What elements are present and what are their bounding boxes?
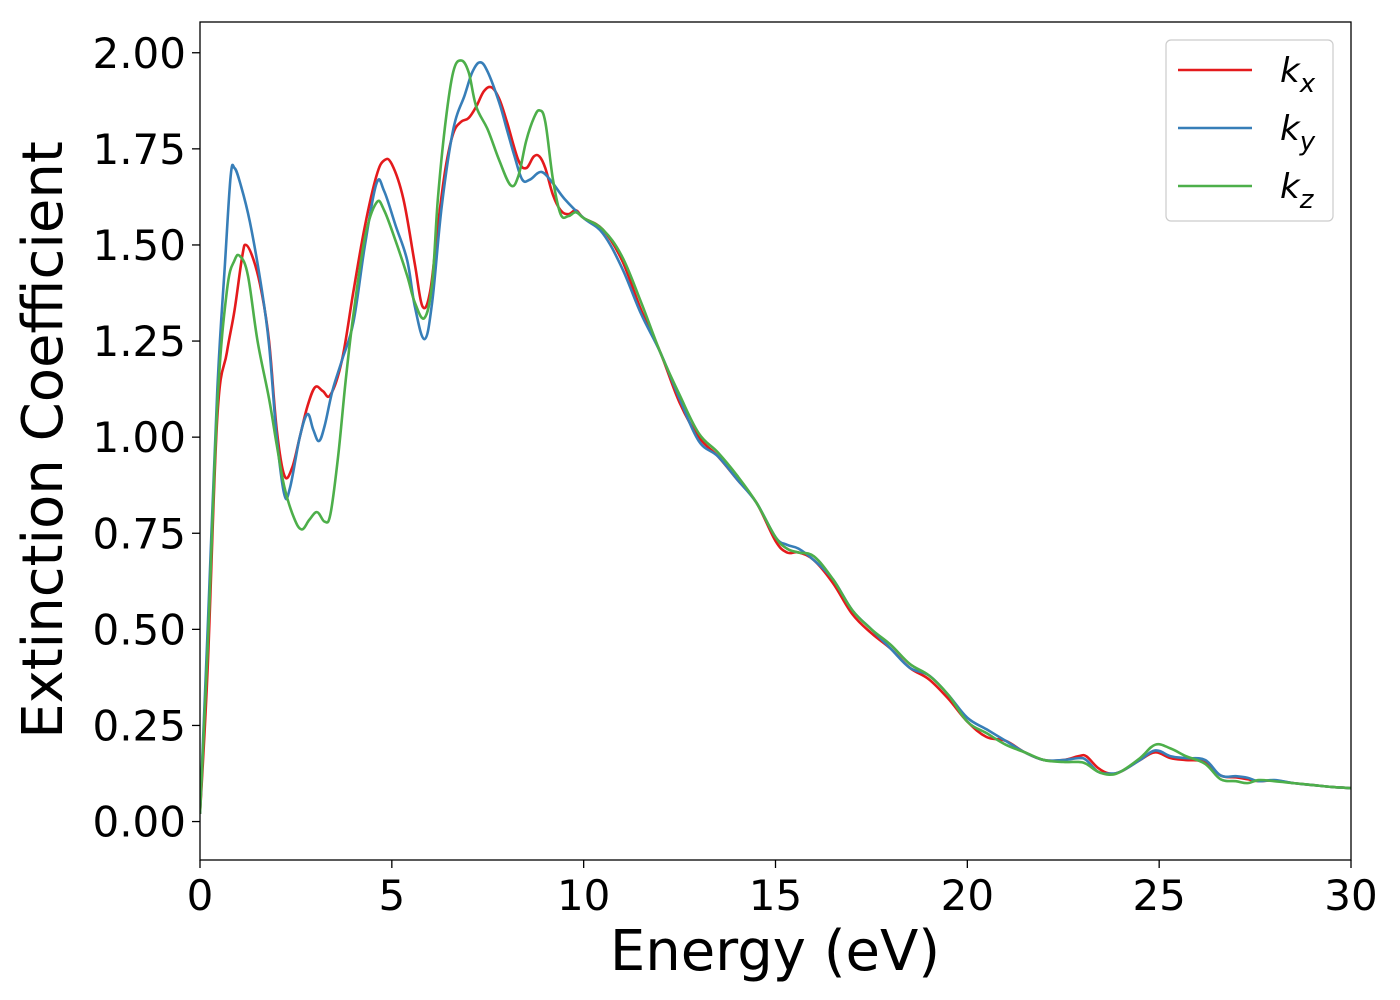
y-tick-label: 1.25 [92, 317, 186, 366]
y-tick-label: 1.50 [92, 221, 186, 270]
series-lines [200, 59, 1351, 814]
y-tick-label: 0.25 [92, 701, 186, 750]
y-tick-label: 0.00 [92, 798, 186, 847]
y-tick-label: 0.50 [92, 605, 186, 654]
x-tick-label: 15 [749, 871, 802, 920]
x-tick-label: 10 [557, 871, 610, 920]
x-tick-label: 25 [1132, 871, 1185, 920]
legend-label-z: kz [1280, 167, 1315, 215]
y-tick-label: 1.75 [92, 125, 186, 174]
series-line-z [200, 59, 1351, 814]
legend: kx ky kz [1165, 39, 1334, 222]
legend-label-x: kx [1280, 51, 1316, 99]
x-tick-label: 0 [187, 871, 214, 920]
y-tick-label: 1.00 [92, 413, 186, 462]
x-axis-title: Energy (eV) [610, 919, 940, 984]
y-tick-label: 2.00 [92, 29, 186, 78]
legend-label-y: ky [1280, 109, 1316, 157]
y-tick-label: 0.75 [92, 509, 186, 558]
x-tick-label: 5 [378, 871, 405, 920]
y-axis-title: Extinction Coefficient [11, 141, 76, 739]
legend-frame [1165, 39, 1334, 222]
x-tick-label: 20 [941, 871, 994, 920]
x-axis-ticks: 0 5 10 15 20 25 30 [187, 860, 1378, 920]
y-axis-ticks: 0.00 0.25 0.50 0.75 1.00 1.25 1.50 1.75 2.00 [92, 29, 200, 847]
series-line-x [200, 85, 1351, 814]
x-tick-label: 30 [1324, 871, 1377, 920]
